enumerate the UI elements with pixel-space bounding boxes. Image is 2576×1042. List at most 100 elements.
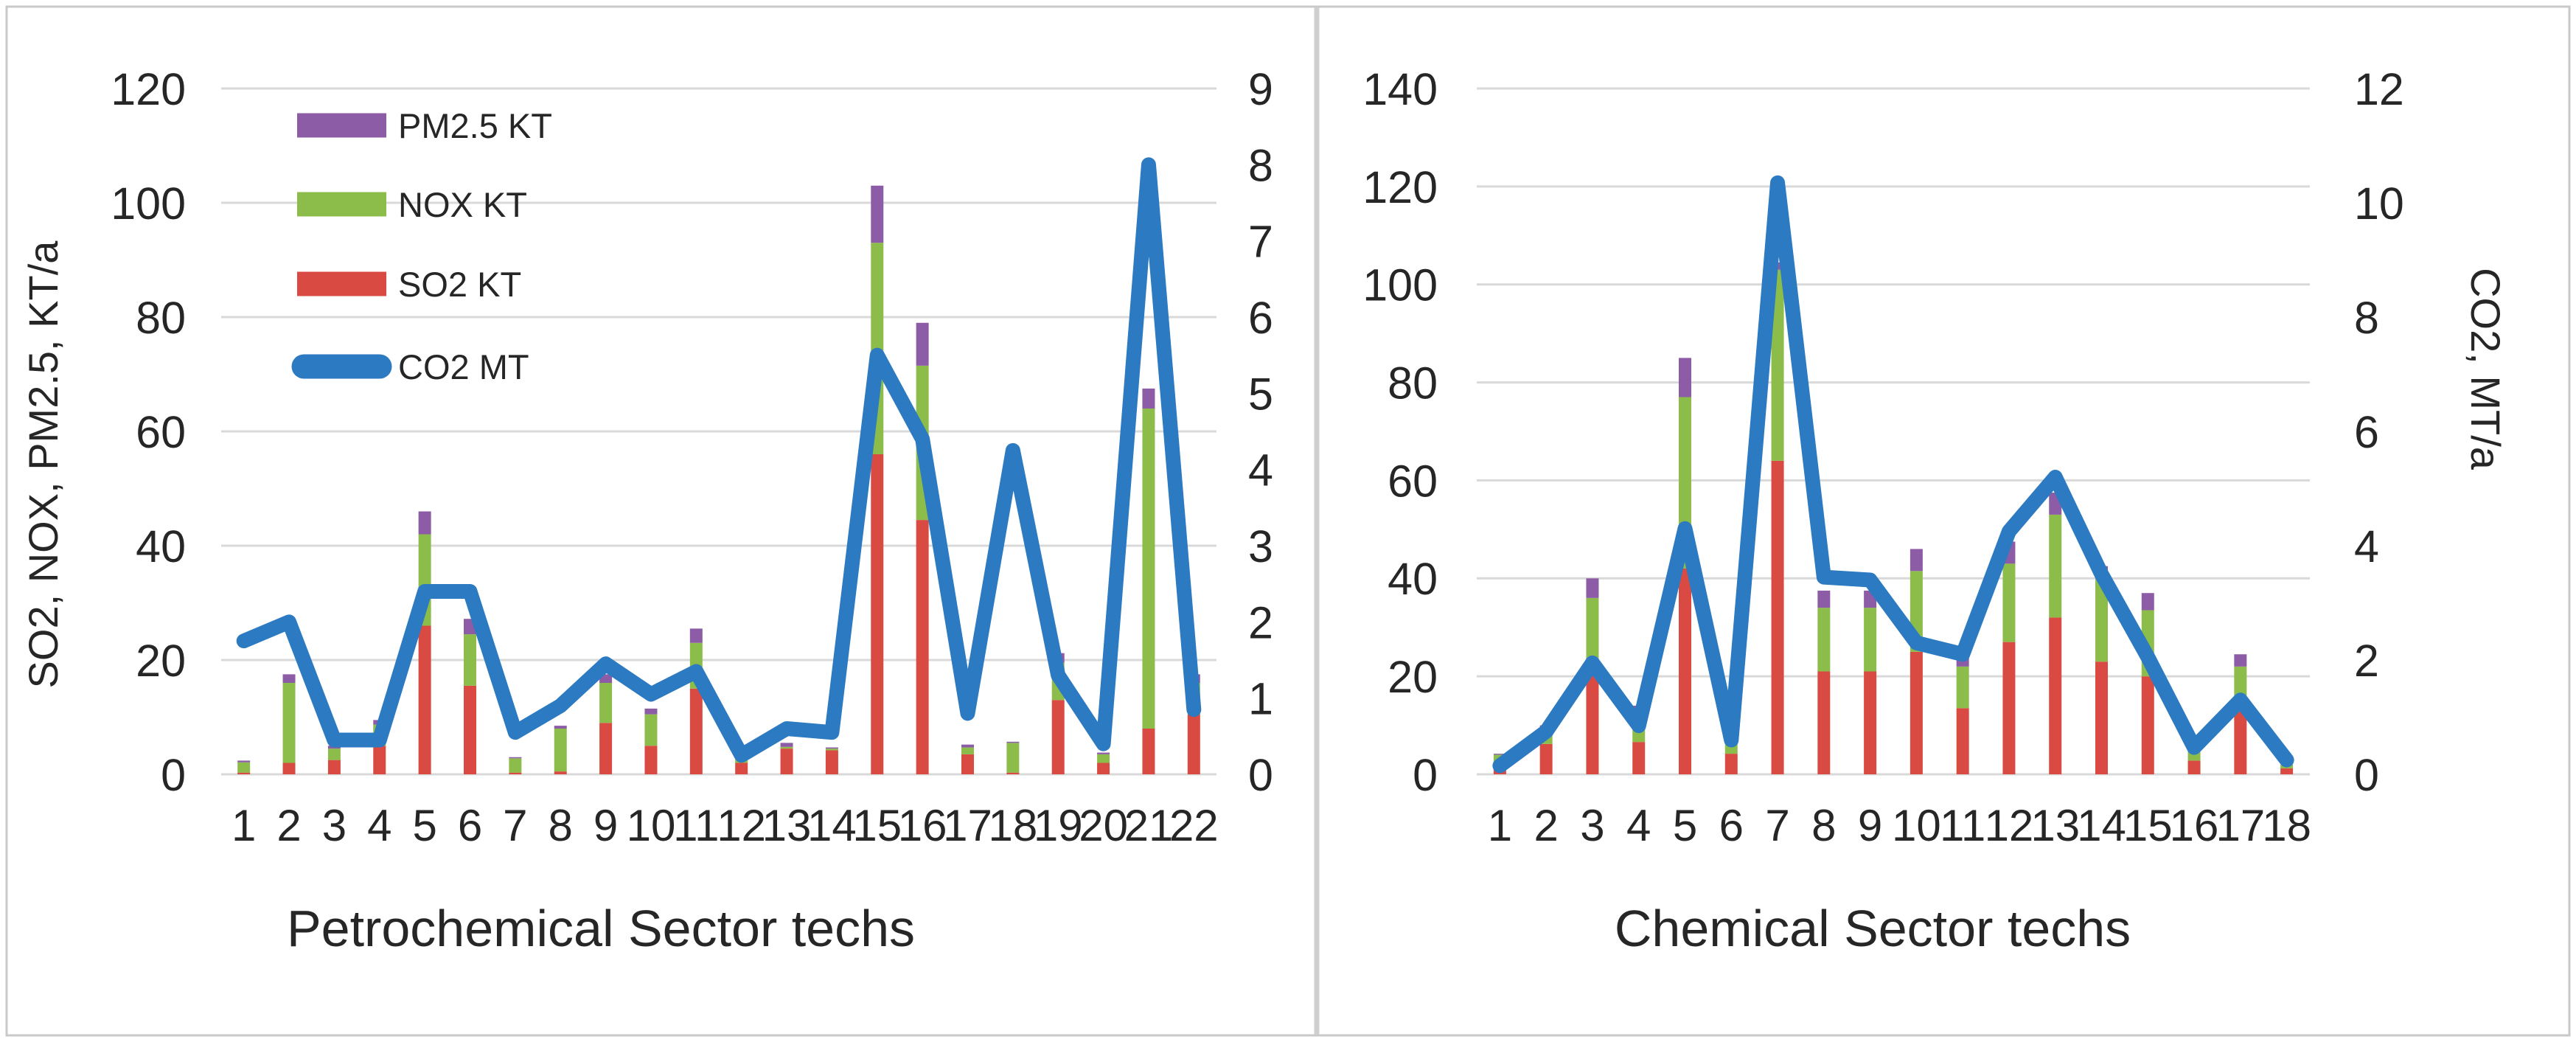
legend-item-label: PM2.5 KT [398, 106, 552, 145]
pm25-swatch-icon [297, 113, 386, 138]
x-tick-label: 17 [2215, 801, 2265, 850]
x-tick-label: 19 [1034, 801, 1083, 850]
so2-bar-segment [2141, 676, 2154, 774]
y-tick-label: 8 [2354, 293, 2379, 343]
x-tick-label: 1 [1488, 801, 1512, 850]
so2-bar-segment [825, 750, 838, 774]
so2-bars [237, 454, 1200, 774]
y-tick-label: 20 [136, 636, 186, 686]
so2-bar-segment [2002, 642, 2016, 774]
pm25-bar-segment [825, 747, 838, 749]
pm25-bar-segment [644, 708, 658, 715]
x-axis-title-petrochemical: Petrochemical Sector techs [287, 900, 915, 957]
so2-bar-segment [1006, 772, 1020, 774]
y-tick-label: 7 [1248, 217, 1273, 267]
pm25-bar-segment [418, 511, 431, 535]
x-tick-label: 11 [673, 801, 719, 850]
nox-bar-segment [509, 758, 522, 773]
gridlines [1477, 87, 2310, 776]
y-tick-label: 80 [1388, 358, 1438, 409]
co2-line [236, 157, 1202, 763]
nox-bar-segment [644, 714, 658, 746]
pm25-bar-segment [916, 322, 929, 366]
y-tick-label: 40 [136, 521, 186, 572]
x-tick-label: 3 [1580, 801, 1604, 850]
x-tick-label: 14 [807, 801, 857, 850]
so2-bar-segment [2049, 617, 2062, 774]
y-tick-label: 20 [1388, 652, 1438, 702]
x-tick-label: 20 [1079, 801, 1128, 850]
pm25-bar-segment [689, 628, 703, 643]
y-axis-title-left: SO2, NOX, PM2.5, KT/a [20, 240, 66, 689]
x-tick-label: 6 [458, 801, 482, 850]
nox-bar-segment [464, 634, 476, 686]
so2-bar-segment [1771, 460, 1784, 774]
so2-bar-segment [916, 520, 929, 774]
so2-bar-segment [1539, 743, 1553, 774]
x-tick-label: 3 [322, 801, 347, 850]
y-tick-label: 80 [136, 293, 186, 343]
pm25-bar-segment [961, 744, 974, 748]
pm25-bar-segment [780, 743, 793, 747]
legend: PM2.5 KT NOX KT SO2 KT CO2 MT [291, 106, 552, 386]
legend-item-co2: CO2 MT [291, 347, 529, 386]
y-tick-label: 2 [1248, 597, 1273, 647]
so2-bar-segment [418, 625, 431, 774]
so2-bar-segment [1051, 700, 1065, 774]
x-tick-label: 7 [503, 801, 527, 850]
x-tick-label: 22 [1169, 801, 1219, 850]
pm25-bar-segment [1910, 549, 1923, 572]
nox-bar-segment [825, 748, 838, 751]
y-tick-label: 100 [111, 178, 186, 229]
so2-bar-segment [237, 772, 251, 774]
nox-bar-segment [1097, 754, 1110, 763]
so2-bar-segment [1910, 651, 1923, 774]
pm25-bar-segment [1006, 741, 1020, 743]
so2-bar-segment [1586, 673, 1599, 774]
so2-bar-segment [1864, 671, 1877, 774]
y-axis-title-right: CO2, MT/a [2462, 268, 2509, 470]
pm25-bar-segment [1142, 388, 1155, 409]
x-tick-label: 4 [367, 801, 391, 850]
y-tick-label: 1 [1248, 674, 1273, 724]
so2-bar-segment [2187, 760, 2201, 774]
so2-bar-segment [2280, 768, 2294, 774]
y-tick-label: 9 [1248, 64, 1273, 114]
y-tick-label: 0 [1248, 750, 1273, 800]
y-tick-label: 100 [1362, 260, 1438, 310]
so2-bars [1493, 460, 2294, 774]
x-tick-label: 10 [1892, 801, 1941, 850]
y-tick-label: 3 [1248, 521, 1273, 572]
y-axis-left-ticks: 0 20 40 60 80 100 120 140 [1362, 64, 1438, 800]
pm25-bar-segment [871, 185, 884, 243]
so2-bar-segment [282, 763, 296, 774]
x-tick-label: 12 [1985, 801, 2034, 850]
y-tick-label: 0 [161, 750, 186, 800]
legend-item-label: CO2 MT [398, 347, 529, 386]
y-tick-label: 120 [1362, 162, 1438, 212]
so2-bar-segment [1679, 569, 1691, 774]
y-tick-label: 140 [1362, 64, 1438, 114]
nox-bar-segment [327, 748, 341, 760]
x-tick-label: 8 [1811, 801, 1836, 850]
so2-bar-segment [554, 771, 567, 774]
x-tick-label: 9 [593, 801, 618, 850]
nox-bar-segment [1142, 409, 1155, 729]
nox-bar-segment [961, 747, 974, 754]
so2-bar-segment [1817, 671, 1831, 774]
nox-bar-segment [1817, 608, 1831, 672]
y-axis-right-ticks: 0 2 4 6 8 10 12 [2354, 64, 2404, 800]
x-tick-label: 8 [549, 801, 573, 850]
x-tick-label: 18 [2262, 801, 2311, 850]
so2-bar-segment [1956, 708, 1969, 774]
so2-bar-segment [689, 688, 703, 774]
x-tick-label: 9 [1858, 801, 1882, 850]
pm25-bar-segment [509, 757, 522, 759]
nox-bar-segment [780, 746, 793, 749]
nox-bar-segment [1771, 269, 1784, 461]
pm25-bar-segment [282, 674, 296, 683]
so2-swatch-icon [297, 271, 386, 296]
